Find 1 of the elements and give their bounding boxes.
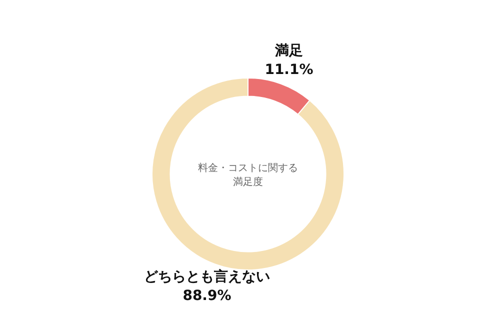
title: 料金・コストに関する満足度 xyxy=(198,163,298,188)
